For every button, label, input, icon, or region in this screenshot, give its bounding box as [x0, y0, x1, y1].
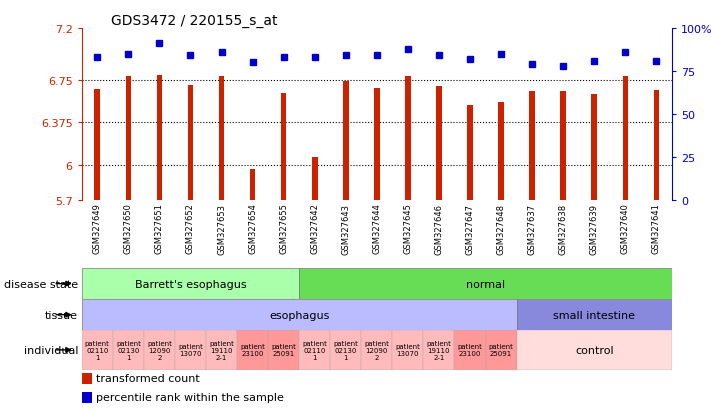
Text: GDS3472 / 220155_s_at: GDS3472 / 220155_s_at — [111, 14, 278, 28]
Bar — [250, 169, 255, 200]
Bar — [343, 81, 348, 200]
Text: patient
23100: patient 23100 — [240, 344, 265, 356]
Text: patient
12090
2: patient 12090 2 — [365, 340, 389, 360]
Bar — [405, 77, 411, 200]
Bar — [299, 330, 330, 370]
Bar — [436, 87, 442, 200]
Bar — [592, 95, 597, 200]
Text: control: control — [575, 345, 614, 355]
Bar — [330, 330, 361, 370]
Bar — [623, 77, 628, 200]
Text: patient
02110
1: patient 02110 1 — [302, 340, 327, 360]
Bar — [82, 330, 113, 370]
Bar — [374, 88, 380, 200]
Bar — [486, 330, 517, 370]
Bar — [126, 77, 131, 200]
Bar — [188, 86, 193, 200]
Bar — [424, 330, 454, 370]
Text: patient
02110
1: patient 02110 1 — [85, 340, 109, 360]
Bar — [237, 330, 268, 370]
Bar — [361, 330, 392, 370]
Bar — [529, 92, 535, 200]
Bar — [299, 268, 672, 299]
Bar — [113, 330, 144, 370]
Text: patient
25091: patient 25091 — [271, 344, 296, 356]
Text: transformed count: transformed count — [96, 373, 200, 383]
Bar — [82, 268, 299, 299]
Text: patient
02130
1: patient 02130 1 — [333, 340, 358, 360]
Text: Barrett's esophagus: Barrett's esophagus — [134, 279, 246, 289]
Bar — [219, 77, 225, 200]
Text: patient
19110
2-1: patient 19110 2-1 — [427, 340, 451, 360]
Text: normal: normal — [466, 279, 505, 289]
Text: individual: individual — [23, 345, 78, 355]
Text: patient
13070: patient 13070 — [395, 344, 420, 356]
Text: tissue: tissue — [46, 310, 78, 320]
Bar — [156, 76, 162, 200]
Bar — [82, 299, 517, 330]
Text: esophagus: esophagus — [269, 310, 329, 320]
Text: patient
23100: patient 23100 — [458, 344, 483, 356]
Bar — [144, 330, 175, 370]
Bar — [498, 103, 504, 200]
Bar — [517, 299, 672, 330]
Bar — [392, 330, 424, 370]
Text: percentile rank within the sample: percentile rank within the sample — [96, 392, 284, 402]
Text: disease state: disease state — [4, 279, 78, 289]
Bar — [206, 330, 237, 370]
Bar — [82, 373, 92, 384]
Bar — [95, 90, 100, 200]
Bar — [281, 94, 287, 200]
Bar — [82, 392, 92, 403]
Bar — [467, 105, 473, 200]
Text: small intestine: small intestine — [553, 310, 635, 320]
Text: patient
19110
2-1: patient 19110 2-1 — [209, 340, 234, 360]
Text: patient
13070: patient 13070 — [178, 344, 203, 356]
Text: patient
02130
1: patient 02130 1 — [116, 340, 141, 360]
Bar — [560, 92, 566, 200]
Bar — [268, 330, 299, 370]
Bar — [653, 90, 659, 200]
Bar — [175, 330, 206, 370]
Bar — [454, 330, 486, 370]
Text: patient
12090
2: patient 12090 2 — [147, 340, 172, 360]
Bar — [312, 158, 318, 200]
Text: patient
25091: patient 25091 — [488, 344, 513, 356]
Bar — [517, 330, 672, 370]
